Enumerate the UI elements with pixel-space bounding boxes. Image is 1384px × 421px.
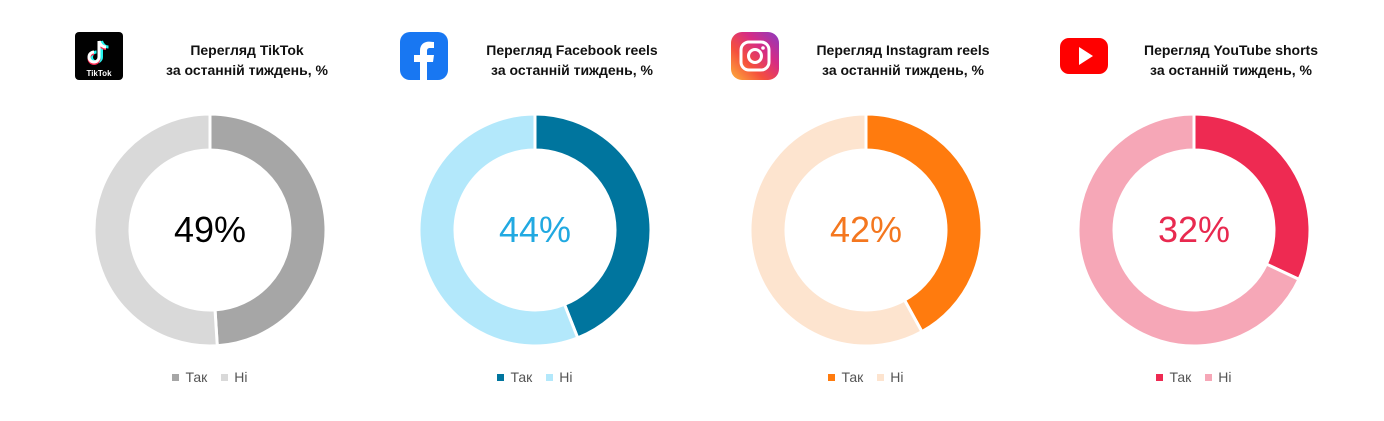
legend-item-yes: Так (1156, 369, 1191, 385)
legend-label-no: Ні (559, 369, 573, 385)
donut-slice-yes (208, 112, 328, 348)
instagram-icon (731, 32, 779, 80)
chart-title-line-2: за останній тиждень, % (822, 62, 984, 78)
facebook-icon (400, 32, 448, 80)
donut-chart: 32% (1074, 110, 1314, 350)
legend-item-no: Ні (1205, 369, 1232, 385)
legend-swatch-yes (1156, 373, 1164, 381)
chart-panel-youtube: Перегляд YouTube shorts за останній тижд… (1014, 0, 1344, 421)
donut-svg (748, 112, 984, 348)
legend-label-no: Ні (1218, 369, 1232, 385)
donut-slice-yes (864, 112, 984, 334)
donut-chart: 49% (90, 110, 330, 350)
chart-title-line-2: за останній тиждень, % (166, 62, 328, 78)
legend: Так Ні (30, 369, 390, 385)
legend-swatch-no (221, 373, 229, 381)
legend: Так Ні (355, 369, 715, 385)
donut-slice-no (748, 112, 924, 348)
chart-title: Перегляд TikTok за останній тиждень, % (127, 40, 367, 80)
donut-svg (417, 112, 653, 348)
legend-swatch-no (1205, 373, 1213, 381)
legend-swatch-yes (497, 373, 505, 381)
chart-title-line-1: Перегляд TikTok (190, 42, 304, 58)
chart-header: TikTok Перегляд TikTok за останній тижде… (75, 32, 360, 82)
chart-title: Перегляд Facebook reels за останній тижд… (452, 40, 692, 80)
youtube-icon (1060, 38, 1108, 74)
chart-title: Перегляд Instagram reels за останній тиж… (783, 40, 1023, 80)
chart-title-line-1: Перегляд Facebook reels (486, 42, 658, 58)
chart-header: Перегляд Facebook reels за останній тижд… (400, 32, 685, 82)
legend-swatch-no (877, 373, 885, 381)
chart-title-line-1: Перегляд YouTube shorts (1144, 42, 1318, 58)
legend-item-yes: Так (172, 369, 207, 385)
donut-slice-yes (1192, 112, 1312, 282)
legend-label-no: Ні (890, 369, 904, 385)
chart-header: Перегляд Instagram reels за останній тиж… (731, 32, 1016, 82)
legend-swatch-yes (172, 373, 180, 381)
chart-panel-tiktok: TikTok Перегляд TikTok за останній тижде… (30, 0, 360, 421)
chart-title-line-2: за останній тиждень, % (491, 62, 653, 78)
donut-slice-no (1076, 112, 1301, 348)
legend-item-no: Ні (221, 369, 248, 385)
legend-item-yes: Так (828, 369, 863, 385)
legend-label-no: Ні (234, 369, 248, 385)
chart-title: Перегляд YouTube shorts за останній тижд… (1111, 40, 1351, 80)
legend-label-yes: Так (185, 369, 208, 385)
legend-swatch-no (546, 373, 554, 381)
legend-label-yes: Так (510, 369, 533, 385)
legend: Так Ні (686, 369, 1046, 385)
legend-swatch-yes (828, 373, 836, 381)
legend-label-yes: Так (1169, 369, 1192, 385)
tiktok-icon: TikTok (75, 32, 123, 80)
legend: Так Ні (1014, 369, 1374, 385)
legend-item-no: Ні (546, 369, 573, 385)
legend-item-yes: Так (497, 369, 532, 385)
chart-panel-facebook: Перегляд Facebook reels за останній тижд… (355, 0, 685, 421)
chart-panel-instagram: Перегляд Instagram reels за останній тиж… (686, 0, 1016, 421)
donut-slice-yes (533, 112, 653, 340)
donut-svg (92, 112, 328, 348)
chart-title-line-1: Перегляд Instagram reels (816, 42, 990, 58)
chart-title-line-2: за останній тиждень, % (1150, 62, 1312, 78)
svg-text:TikTok: TikTok (86, 69, 112, 78)
donut-chart: 42% (746, 110, 986, 350)
donut-slice-no (92, 112, 219, 348)
donut-slice-no (417, 112, 580, 348)
donut-svg (1076, 112, 1312, 348)
chart-header: Перегляд YouTube shorts за останній тижд… (1059, 32, 1344, 82)
donut-chart: 44% (415, 110, 655, 350)
legend-item-no: Ні (877, 369, 904, 385)
legend-label-yes: Так (841, 369, 864, 385)
